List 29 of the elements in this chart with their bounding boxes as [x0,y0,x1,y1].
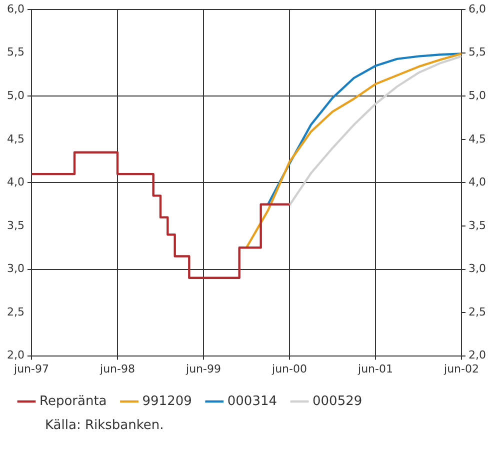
y-tick-label: 5,0 [468,89,486,102]
y-tick-label: 4,0 [468,176,486,189]
y2-tick-label: 3,5 [6,218,24,232]
y-tick-label: 5,5 [468,46,486,59]
text: Källa: Riksbanken. [45,418,165,433]
x-tick-label: jun-97 [13,362,49,376]
legend-label: 991209 [142,394,192,409]
x-tick-label: jun-02 [443,362,479,376]
y-tick-label: 2,0 [468,348,486,362]
y2-tick-label: 6,0 [6,2,24,16]
legend-label: 000529 [312,394,362,409]
x-tick-label: jun-00 [271,362,307,376]
legend-label: 000314 [227,394,278,409]
y-tick-label: 3,5 [468,218,486,232]
y2-tick-label: 4,0 [6,176,24,189]
y-tick-label: 6,0 [468,2,486,16]
legend-label: Reporänta [40,394,107,409]
y2-tick-label: 5,0 [6,89,24,102]
x-tick-label: jun-98 [99,362,135,376]
y2-tick-label: 2,0 [6,348,24,362]
y2-tick-label: 2,5 [6,305,24,318]
y-tick-label: 2,5 [468,305,486,318]
y2-tick-label: 4,5 [6,132,24,146]
y-tick-label: 3,0 [468,262,486,276]
y-tick-label: 4,5 [468,132,486,146]
x-tick-label: jun-99 [185,362,221,376]
y2-tick-label: 5,5 [6,46,24,59]
y2-tick-label: 3,0 [6,262,24,276]
x-tick-label: jun-01 [357,362,393,376]
